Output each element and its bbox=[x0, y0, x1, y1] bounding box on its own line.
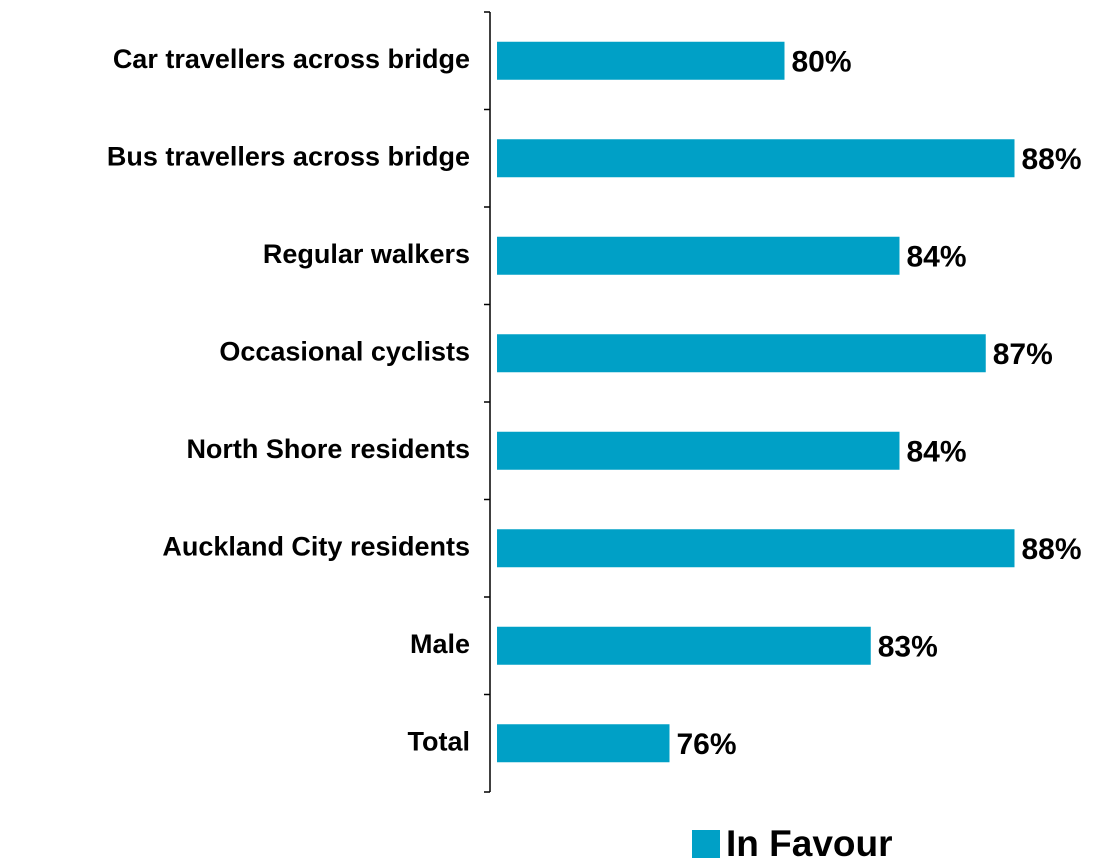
value-label: 88% bbox=[1022, 533, 1082, 566]
bar bbox=[497, 529, 1015, 568]
bar bbox=[497, 41, 785, 80]
legend-swatch bbox=[692, 830, 720, 858]
category-label: Auckland City residents bbox=[162, 531, 470, 561]
category-label: Bus travellers across bridge bbox=[107, 141, 470, 171]
bar bbox=[497, 236, 900, 275]
bar bbox=[497, 139, 1015, 178]
value-label: 87% bbox=[993, 338, 1053, 371]
category-label: Occasional cyclists bbox=[219, 336, 470, 366]
bar bbox=[497, 431, 900, 470]
value-label: 83% bbox=[878, 631, 938, 664]
bar bbox=[497, 626, 871, 665]
bar bbox=[497, 334, 986, 373]
value-label: 84% bbox=[907, 241, 967, 274]
category-label: Total bbox=[408, 726, 471, 756]
value-label: 76% bbox=[677, 728, 737, 761]
value-label: 88% bbox=[1022, 143, 1082, 176]
category-label: Car travellers across bridge bbox=[113, 44, 470, 74]
category-label: Male bbox=[410, 629, 470, 659]
category-label: North Shore residents bbox=[186, 434, 470, 464]
legend-label: In Favour bbox=[726, 823, 893, 860]
bar bbox=[497, 724, 670, 763]
category-label: Regular walkers bbox=[263, 239, 470, 269]
value-label: 80% bbox=[792, 46, 852, 79]
value-label: 84% bbox=[907, 436, 967, 469]
